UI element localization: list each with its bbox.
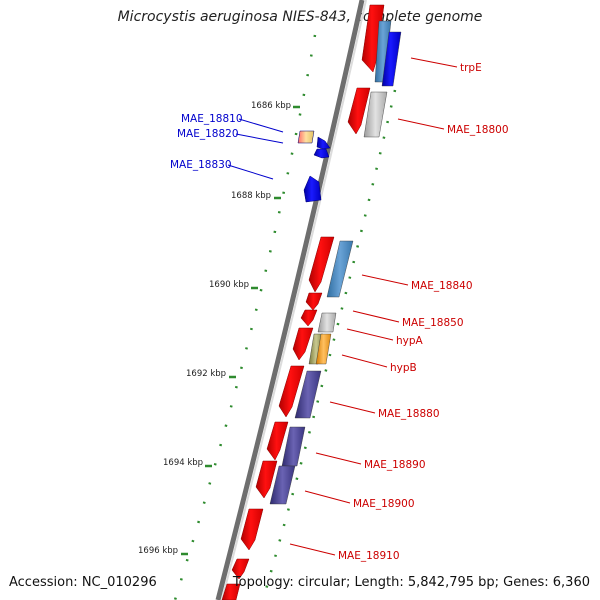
genome-backbone-highlight xyxy=(221,0,367,600)
gene-label-mae-18840[interactable]: MAE_18840 xyxy=(411,280,473,292)
gene-label-mae-18850[interactable]: MAE_18850 xyxy=(402,317,464,329)
tick-label-1696: 1696 kbp xyxy=(138,546,178,556)
gene-label-mae-18820[interactable]: MAE_18820 xyxy=(177,128,239,140)
gene-label-hypB[interactable]: hypB xyxy=(390,362,417,374)
tick-label-1690: 1690 kbp xyxy=(209,280,249,290)
tick-label-1686: 1686 kbp xyxy=(251,101,291,111)
gene-labels: trpE MAE_18800 MAE_18810 MAE_18820 MAE_1… xyxy=(170,62,509,562)
accession-label: Accession: NC_010296 xyxy=(9,575,157,590)
gene-label-mae-18830[interactable]: MAE_18830 xyxy=(170,159,232,171)
reverse-strand-cds xyxy=(297,130,331,203)
gene-label-mae-18880[interactable]: MAE_18880 xyxy=(378,408,440,420)
tick-label-1692: 1692 kbp xyxy=(186,369,226,379)
gene-label-mae-18910[interactable]: MAE_18910 xyxy=(338,550,400,562)
tick-label-1688: 1688 kbp xyxy=(231,191,271,201)
tick-marks xyxy=(181,105,300,556)
forward-strand-cds xyxy=(221,4,385,600)
gene-label-mae-18890[interactable]: MAE_18890 xyxy=(364,459,426,471)
gene-label-mae-18800[interactable]: MAE_18800 xyxy=(447,124,509,136)
tick-label-1694: 1694 kbp xyxy=(163,458,203,468)
gene-label-hypA[interactable]: hypA xyxy=(396,335,424,347)
genome-summary: Topology: circular; Length: 5,842,795 bp… xyxy=(232,575,590,590)
gene-label-mae-18810[interactable]: MAE_18810 xyxy=(181,113,243,125)
genome-backbone xyxy=(215,0,365,600)
gene-label-mae-18900[interactable]: MAE_18900 xyxy=(353,498,415,510)
gene-label-trpE[interactable]: trpE xyxy=(460,62,482,74)
label-leader-lines xyxy=(227,57,458,556)
cog-category-blocks xyxy=(269,20,402,505)
